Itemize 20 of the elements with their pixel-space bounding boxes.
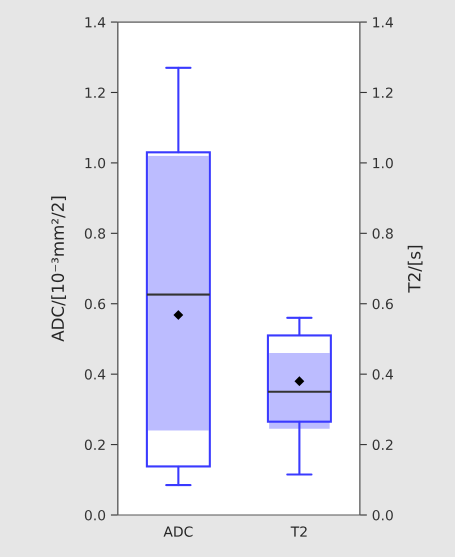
x-tick-label: ADC	[164, 526, 193, 537]
x-tick-label: T2	[290, 526, 307, 537]
y-tick-label: 0.4	[84, 369, 106, 380]
y2-tick-label: 0.8	[372, 228, 393, 239]
y2-tick-label: 1.4	[373, 17, 394, 28]
y-tick-label: 1.2	[85, 87, 105, 98]
y2-tick-label: 1.0	[373, 158, 393, 168]
y2-tick-label: 1.2	[373, 87, 392, 98]
y2-tick-label: 0.2	[372, 440, 392, 450]
y-tick-label: 0.8	[84, 228, 106, 239]
y2-tick-label: 0.6	[372, 298, 393, 310]
y-tick-label: 1.4	[85, 17, 106, 28]
y-tick-label: 0.2	[84, 440, 105, 450]
y2-tick-label: 0.0	[372, 510, 393, 520]
y-axis-title: ADC/[10⁻³mm²/2]	[51, 196, 66, 342]
y-tick-label: 0.0	[84, 510, 106, 520]
y2-axis-title: T2/[s]	[408, 246, 423, 293]
y-tick-label: 1.0	[85, 158, 106, 168]
y-tick-label: 0.6	[84, 298, 106, 310]
y2-tick-label: 0.4	[372, 369, 394, 380]
